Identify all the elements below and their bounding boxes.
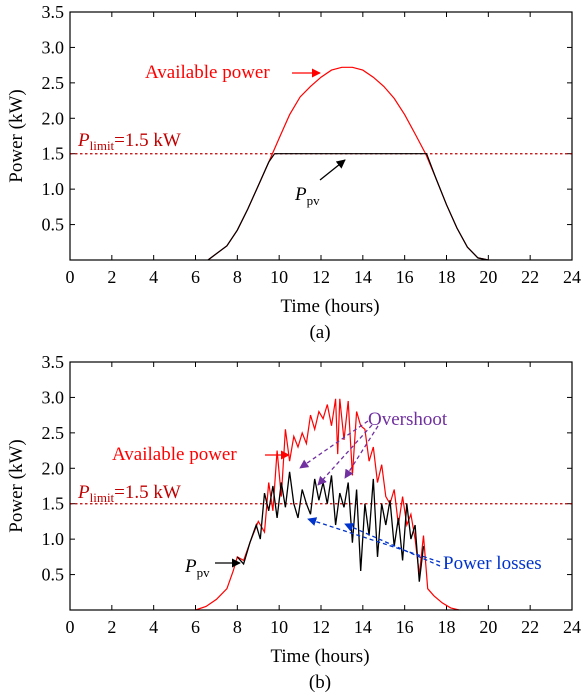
- x-tick-label: 16: [396, 617, 414, 637]
- panel-a: 0 2 4 6 8 10 12 14 16 18 20 22 24 0.51.01.52.02.53.0…: [6, 2, 581, 343]
- x-tick-label: 6: [191, 267, 200, 287]
- y-ticks: 0.5 1.0 1.5 2.0 2.5 3.0 3.5: [42, 2, 572, 235]
- panel-label: (a): [309, 322, 330, 343]
- limit-label: Plimit=1.5 kW: [77, 482, 181, 505]
- arrow-overshoot-1: [299, 420, 369, 469]
- x-tick-label: 22: [521, 617, 539, 637]
- x-tick-label: 8: [233, 267, 242, 287]
- y-tick-label: 1.5: [42, 144, 65, 164]
- y-ticks: 0.5 1.0 1.5 2.0 2.5 3.0 3.5: [42, 352, 572, 585]
- x-tick-label: 12: [312, 267, 330, 287]
- y-axis-label: Power (kW): [6, 89, 27, 182]
- panel-label: (b): [309, 672, 331, 693]
- x-tick-label: 2: [107, 267, 116, 287]
- y-tick-label: 0.5: [42, 565, 65, 585]
- x-tick-label: 0: [66, 267, 75, 287]
- plot-frame: [69, 361, 573, 611]
- x-tick-label: 6: [191, 617, 200, 637]
- annotation-available-power: Available power: [112, 444, 237, 465]
- y-tick-label: 3.0: [42, 37, 65, 57]
- x-tick-label: 14: [354, 617, 372, 637]
- x-tick-label: 24: [563, 617, 581, 637]
- series-p-pv: [236, 471, 425, 582]
- x-axis-label: Time (hours): [270, 646, 369, 667]
- x-tick-label: 4: [149, 617, 158, 637]
- x-tick-label: 18: [438, 617, 456, 637]
- y-tick-label: 0.5: [42, 215, 65, 235]
- series-available-power: [207, 66, 489, 261]
- x-tick-label: 10: [270, 267, 288, 287]
- y-tick-label: 3.0: [42, 387, 65, 407]
- x-ticks: 0 2 4 6 8 10 12 14 16 18 20 22 24: [66, 12, 581, 287]
- y-tick-label: 3.5: [42, 2, 65, 22]
- x-ticks: 0 2 4 6 8 10 12 14 16 18 20 22 24: [66, 362, 581, 637]
- plot-frame: [69, 11, 573, 261]
- y-axis-label: Power (kW): [6, 439, 27, 532]
- x-axis-label: Time (hours): [280, 296, 379, 317]
- y-tick-label: 2.0: [42, 458, 65, 478]
- x-tick-label: 2: [107, 617, 116, 637]
- x-tick-label: 14: [354, 267, 372, 287]
- y-tick-label: 2.5: [42, 423, 65, 443]
- y-tick-label: 2.5: [42, 73, 65, 93]
- series-p-pv: [207, 153, 489, 261]
- annotation-available-power: Available power: [145, 62, 270, 83]
- x-tick-label: 8: [233, 617, 242, 637]
- arrow-power-losses-2: [344, 523, 441, 567]
- annotation-p-pv: Ppv: [294, 184, 320, 208]
- y-tick-label: 1.0: [42, 529, 65, 549]
- x-tick-label: 24: [563, 267, 581, 287]
- arrow-p-pv: [319, 159, 346, 181]
- x-tick-label: 16: [396, 267, 414, 287]
- annotation-overshoot: Overshoot: [368, 409, 448, 430]
- y-tick-label: 2.0: [42, 108, 65, 128]
- x-tick-label: 20: [479, 617, 497, 637]
- y-tick-label: 1.5: [42, 494, 65, 514]
- x-tick-label: 22: [521, 267, 539, 287]
- y-tick-label: 1.0: [42, 179, 65, 199]
- arrow-overshoot-3: [344, 425, 379, 479]
- x-tick-label: 18: [438, 267, 456, 287]
- y-tick-label: 3.5: [42, 352, 65, 372]
- x-tick-label: 0: [66, 617, 75, 637]
- x-tick-label: 10: [270, 617, 288, 637]
- arrow-power-losses-1: [307, 517, 441, 563]
- annotation-p-pv: Ppv: [184, 556, 210, 580]
- limit-label: Plimit=1.5 kW: [77, 130, 181, 153]
- x-tick-label: 12: [312, 617, 330, 637]
- panel-b: 0 2 4 6 8 10 12 14 16 18 20 22 24 0.51.01.52.02.53.0…: [6, 352, 581, 693]
- series-available-power: [195, 398, 460, 611]
- x-tick-label: 20: [479, 267, 497, 287]
- x-tick-label: 4: [149, 267, 158, 287]
- annotation-power-losses: Power losses: [443, 553, 542, 574]
